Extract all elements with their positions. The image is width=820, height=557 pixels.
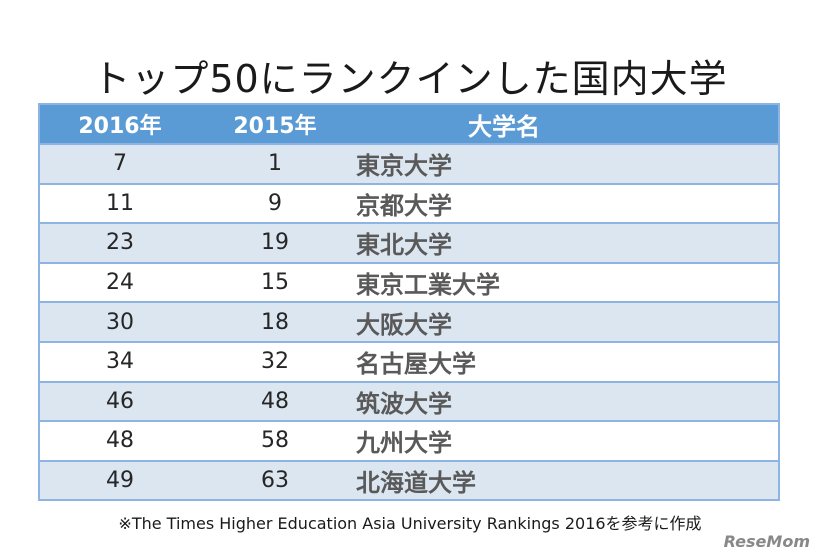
table-cell: 24 bbox=[106, 270, 134, 296]
table-cell: 北海道大学 bbox=[356, 469, 476, 498]
table-cell: 19 bbox=[261, 230, 289, 256]
table-cell: 34 bbox=[106, 349, 134, 375]
table-cell: 7 bbox=[113, 151, 127, 177]
table-cell: 東北大学 bbox=[356, 231, 452, 260]
column-header: 2016年 bbox=[78, 114, 162, 139]
table-row: 23 19 東北大学 bbox=[40, 222, 778, 262]
column-header: 大学名 bbox=[468, 112, 540, 141]
table-cell: 46 bbox=[106, 388, 134, 414]
table-row: 48 58 九州大学 bbox=[40, 420, 778, 460]
table-row: 30 18 大阪大学 bbox=[40, 301, 778, 341]
title: トップ50にランクインした国内大学 bbox=[92, 57, 728, 101]
table-cell: 48 bbox=[261, 388, 289, 414]
table-cell: 63 bbox=[261, 468, 289, 494]
table-cell: 九州大学 bbox=[356, 429, 452, 458]
table-row: 24 15 東京工業大学 bbox=[40, 261, 778, 302]
footnote: ※The Times Higher Education Asia Univers… bbox=[118, 514, 702, 533]
table-cell: 18 bbox=[261, 309, 289, 335]
header-row: 2016年 2015年 大学名 bbox=[40, 105, 778, 143]
table-cell: 名古屋大学 bbox=[356, 350, 476, 379]
table-cell: 9 bbox=[268, 190, 282, 216]
table-cell: 48 bbox=[106, 428, 134, 454]
table-row: 34 32 名古屋大学 bbox=[40, 340, 778, 381]
table-row: 11 9 京都大学 bbox=[40, 182, 778, 223]
table-row: 49 63 北海道大学 bbox=[40, 459, 778, 500]
table-cell: 32 bbox=[261, 349, 289, 375]
table-cell: 京都大学 bbox=[356, 191, 452, 220]
table-cell: 30 bbox=[106, 309, 134, 335]
table-row: 7 1 東京大学 bbox=[40, 143, 778, 183]
watermark: ReseMom bbox=[723, 532, 810, 551]
table-cell: 15 bbox=[261, 270, 289, 296]
table-cell: 大阪大学 bbox=[356, 310, 452, 339]
table-cell: 1 bbox=[268, 151, 282, 177]
table-cell: 筑波大学 bbox=[356, 389, 452, 418]
column-header: 2015年 bbox=[233, 114, 317, 139]
table-row: 46 48 筑波大学 bbox=[40, 380, 778, 421]
table-cell: 東京大学 bbox=[356, 152, 452, 181]
table: 2016年 2015年 大学名 7 1 東京大学 11 9 京都大学 23 19 東北大学 24 1… bbox=[38, 103, 780, 502]
table-cell: 58 bbox=[261, 428, 289, 454]
table-cell: 49 bbox=[106, 468, 134, 494]
table-cell: 23 bbox=[106, 230, 134, 256]
table-cell: 11 bbox=[106, 190, 134, 216]
table-cell: 東京工業大学 bbox=[356, 271, 500, 300]
